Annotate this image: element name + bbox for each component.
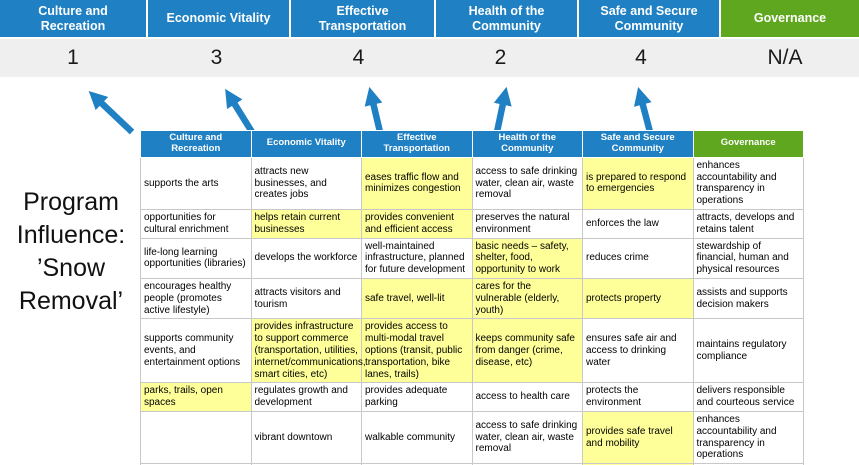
table-cell: enforces the law <box>582 209 694 239</box>
table-cell: delivers responsible and courteous servi… <box>692 382 804 412</box>
table-cell: eases traffic flow and minimizes congest… <box>361 156 473 211</box>
table-cell <box>692 463 804 465</box>
up-arrow <box>88 90 135 135</box>
column-header-3: Health of the Community <box>471 130 583 158</box>
table-cell: attracts visitors and tourism <box>250 278 362 320</box>
table-cell: supports community events, and entertain… <box>140 318 252 384</box>
table-cell: cares for the vulnerable (elderly, youth… <box>471 278 583 320</box>
up-arrows <box>88 86 654 135</box>
table-cell: encourages healthy people (promotes acti… <box>140 278 252 320</box>
table-cell: basic needs – safety, shelter, food, opp… <box>471 237 583 280</box>
summary-score-3: 2 <box>494 46 507 69</box>
table-cell: provides adequate parking <box>361 382 473 412</box>
column-header-0: Culture and Recreation <box>140 130 252 158</box>
summary-score-4: 4 <box>635 46 647 69</box>
table-cell: well-maintained infrastructure, planned … <box>361 237 473 280</box>
summary-header-row: Culture and Recreation Economic Vitality E… <box>0 0 859 37</box>
table-row: looks after it's most vulnerable <box>140 463 804 465</box>
column-header-5: Governance <box>692 130 804 158</box>
table-row: vibrant downtown walkable community access… <box>140 410 804 465</box>
table-row: opportunities for cultural enrichment hel… <box>140 209 804 239</box>
table-cell: enhances accountability and transparency… <box>692 410 804 465</box>
summary-label-1: Economic Vitality <box>148 0 289 37</box>
table-row: encourages healthy people (promotes acti… <box>140 278 804 320</box>
table-cell: reduces crime <box>582 237 694 280</box>
table-cell: opportunities for cultural enrichment <box>140 209 252 239</box>
influence-table: Culture and Recreation Economic Vitality E… <box>140 130 804 465</box>
table-cell: access to safe drinking water, clean air… <box>471 156 583 211</box>
column-header-4: Safe and Secure Community <box>582 130 694 158</box>
up-arrow <box>633 86 654 133</box>
table-cell: parks, trails, open spaces <box>140 382 252 412</box>
table-cell: access to safe drinking water, clean air… <box>471 410 583 465</box>
summary-label-4: Safe and Secure Community <box>579 0 719 37</box>
table-cell: develops the workforce <box>250 237 362 280</box>
table-cell: life-long learning opportunities (librar… <box>140 237 252 280</box>
summary-score-0: 1 <box>67 46 79 69</box>
table-cell: attracts new businesses, and creates job… <box>250 156 362 211</box>
program-title: Program Influence: ’Snow Removal’ <box>2 186 140 318</box>
table-cell: provides infrastructure to support comme… <box>250 318 366 384</box>
table-cell: access to health care <box>471 382 583 412</box>
program-title-line2: ’Snow Removal’ <box>18 254 124 315</box>
summary-label-5: Governance <box>721 0 859 37</box>
table-cell <box>140 410 252 465</box>
table-cell: stewardship of financial, human and phys… <box>692 237 804 280</box>
table-row: supports community events, and entertain… <box>140 318 804 384</box>
table-cell <box>361 463 473 465</box>
summary-score-5: N/A <box>767 46 803 69</box>
column-header-2: Effective Transportation <box>361 130 473 158</box>
table-cell: ensures safe air and access to drinking … <box>582 318 694 384</box>
table-header-row: Culture and Recreation Economic Vitality E… <box>140 130 804 158</box>
summary-score-2: 4 <box>352 46 365 69</box>
table-cell: safe travel, well-lit <box>361 278 473 320</box>
up-arrow <box>364 86 384 133</box>
summary-score-1: 3 <box>210 46 223 69</box>
up-arrow <box>225 88 255 134</box>
table-cell: is prepared to respond to emergencies <box>582 156 694 211</box>
summary-label-0: Culture and Recreation <box>0 0 146 37</box>
table-cell: regulates growth and development <box>250 382 362 412</box>
table-cell: assists and supports decision makers <box>692 278 804 320</box>
column-header-1: Economic Vitality <box>250 130 362 158</box>
program-title-line1: Program Influence: <box>16 188 126 249</box>
summary-label-3: Health of the Community <box>436 0 577 37</box>
table-cell: protects property <box>582 278 694 320</box>
table-cell: enhances accountability and transparency… <box>692 156 804 211</box>
table-row: life-long learning opportunities (librar… <box>140 237 804 280</box>
table-cell: provides access to multi-modal travel op… <box>361 318 473 384</box>
table-cell: maintains regulatory compliance <box>692 318 804 384</box>
up-arrow <box>493 86 512 133</box>
table-cell: vibrant downtown <box>250 410 362 465</box>
table-cell <box>250 463 362 465</box>
table-cell: helps retain current businesses <box>250 209 362 239</box>
summary-label-2: Effective Transportation <box>291 0 434 37</box>
table-cell: supports the arts <box>140 156 252 211</box>
table-cell: keeps community safe from danger (crime,… <box>471 318 583 384</box>
table-row: parks, trails, open spaces regulates grow… <box>140 382 804 412</box>
table-cell: preserves the natural environment <box>471 209 583 239</box>
table-cell: protects the environment <box>582 382 694 412</box>
table-cell: walkable community <box>361 410 473 465</box>
table-row: supports the arts attracts new businesses… <box>140 156 804 211</box>
table-cell: provides safe travel and mobility <box>582 410 694 465</box>
table-cell: provides convenient and efficient access <box>361 209 473 239</box>
summary-score-row: 1 3 4 2 4 N/A <box>0 39 859 77</box>
table-cell: attracts, develops and retains talent <box>692 209 804 239</box>
